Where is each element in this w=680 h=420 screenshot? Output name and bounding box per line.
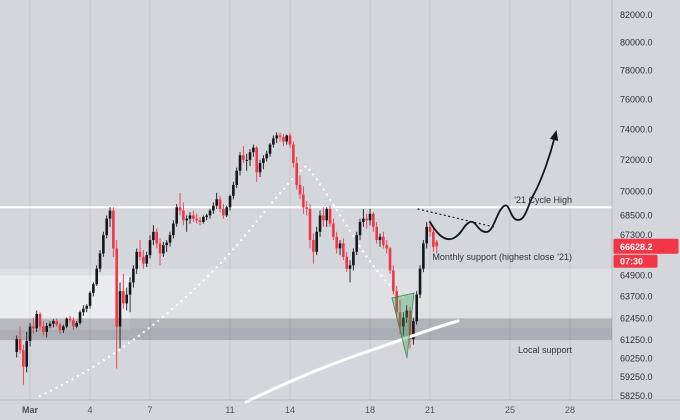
white-ma-curve bbox=[244, 319, 460, 404]
monthly-support-label: Monthly support (highest close ’21) bbox=[432, 252, 572, 262]
time-axis-label: 25 bbox=[505, 405, 515, 415]
price-axis-label: 78000.0 bbox=[620, 66, 653, 76]
price-axis-label: 70000.0 bbox=[620, 186, 653, 196]
local-support-label: Local support bbox=[517, 345, 572, 355]
price-axis-label: 72000.0 bbox=[620, 155, 653, 165]
price-axis-label: 82000.0 bbox=[620, 10, 653, 20]
price-axis-label: 80000.0 bbox=[620, 38, 653, 48]
projection-arrow bbox=[429, 135, 556, 241]
time-axis-label: 28 bbox=[565, 405, 575, 415]
last-price-badge bbox=[613, 238, 679, 254]
zone-local-support-band bbox=[0, 318, 612, 341]
price-axis-label: 74000.0 bbox=[620, 124, 653, 134]
zone-left-accumulation-box bbox=[0, 275, 130, 331]
time-axis-label: 7 bbox=[147, 405, 152, 415]
countdown-badge bbox=[613, 254, 658, 268]
price-axis-label: 64900.0 bbox=[620, 271, 653, 281]
time-axis-label: 4 bbox=[87, 405, 92, 415]
time-axis-label: 18 bbox=[365, 405, 375, 415]
time-axis-label: 14 bbox=[285, 405, 295, 415]
last-price-value: 66628.2 bbox=[620, 242, 653, 252]
time-axis-label: Mar bbox=[22, 405, 39, 415]
time-scale[interactable] bbox=[0, 400, 612, 420]
price-axis-label: 68500.0 bbox=[620, 210, 653, 220]
price-scale[interactable] bbox=[612, 0, 680, 420]
price-axis-label: 76000.0 bbox=[620, 95, 653, 105]
projection-arrowhead-icon bbox=[549, 130, 559, 141]
price-axis-label: 60250.0 bbox=[620, 353, 653, 363]
price-axis-label: 58250.0 bbox=[620, 391, 653, 401]
countdown-value: 07:30 bbox=[620, 256, 643, 266]
price-axis-label: 62450.0 bbox=[620, 313, 653, 323]
price-axis-label: 61250.0 bbox=[620, 335, 653, 345]
cycle-high-label: ’21 Cycle High bbox=[513, 195, 572, 205]
candles bbox=[15, 132, 438, 385]
dotted-arc-drawing bbox=[38, 164, 409, 398]
zone-monthly-support-band bbox=[0, 268, 612, 329]
price-axis-label: 63700.0 bbox=[620, 291, 653, 301]
price-axis-label: 67300.0 bbox=[620, 230, 653, 240]
dotted-trendline-drawing bbox=[417, 208, 495, 228]
price-axis-label: 59250.0 bbox=[620, 372, 653, 382]
time-axis-labels: Mar 4 7 11 14 18 21 25 28 bbox=[22, 405, 575, 415]
price-axis-labels: 82000.0 80000.0 78000.0 76000.0 74000.0 72000… bbox=[620, 10, 653, 401]
time-axis-label: 11 bbox=[225, 405, 234, 415]
time-axis-label: 21 bbox=[425, 405, 435, 415]
green-wedge-drawing bbox=[391, 292, 415, 359]
